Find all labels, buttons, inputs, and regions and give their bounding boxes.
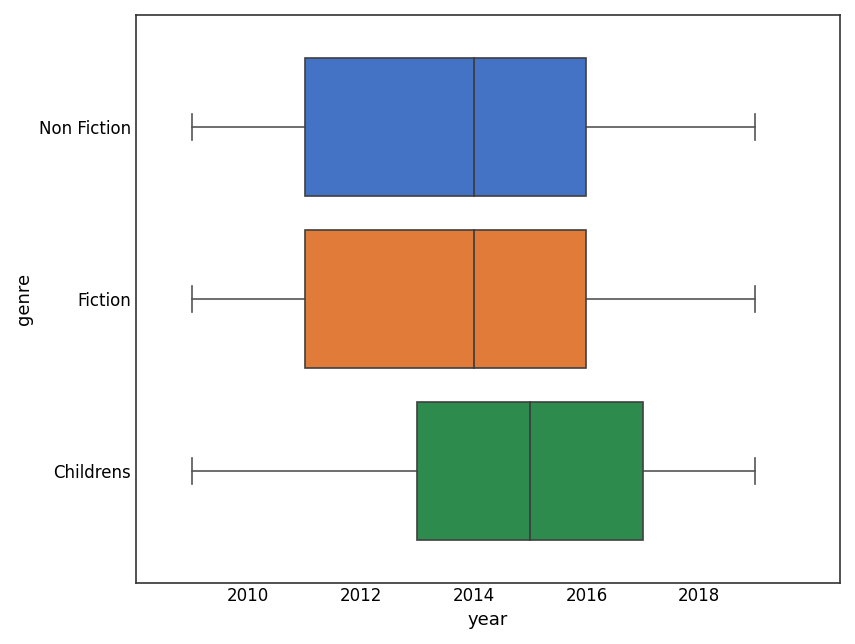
- Bar: [304, 230, 587, 368]
- Bar: [304, 58, 587, 196]
- Y-axis label: genre: genre: [15, 272, 33, 325]
- X-axis label: year: year: [468, 611, 508, 629]
- Bar: [417, 402, 643, 540]
